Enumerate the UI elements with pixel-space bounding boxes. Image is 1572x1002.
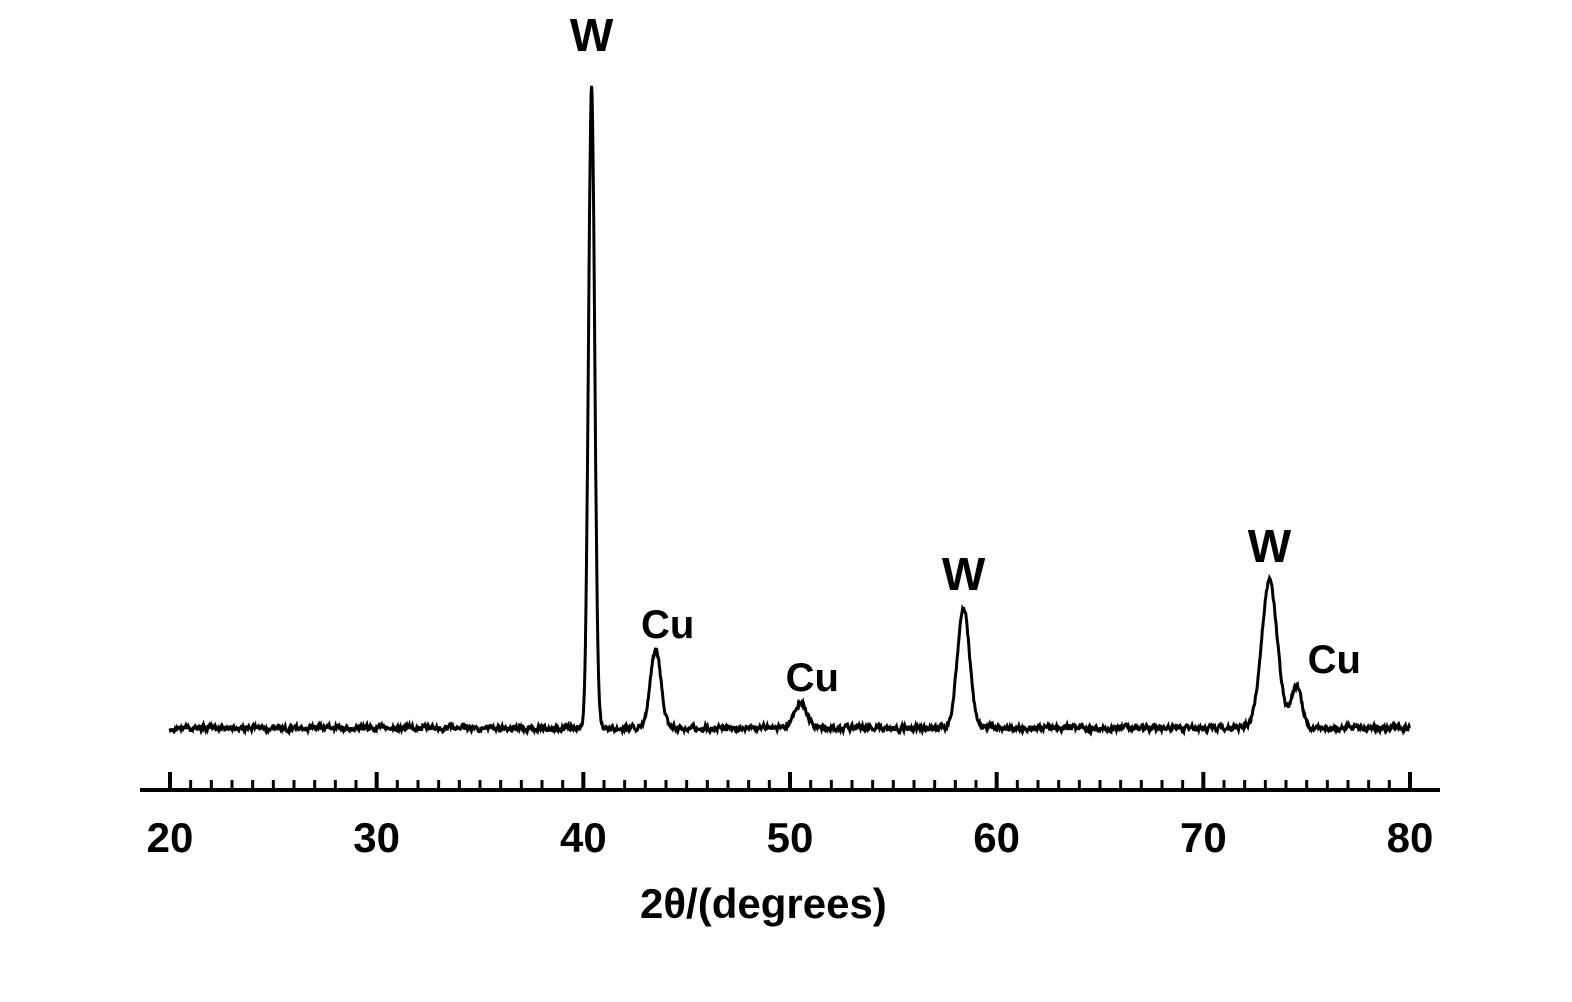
peak-label: Cu [786,656,839,701]
xrd-signal [170,86,1410,733]
xrd-chart: 20304050607080 2θ/(degrees) WCuCuWWCu [120,50,1470,930]
peak-label: Cu [1308,638,1361,683]
peak-label: W [570,8,613,62]
x-tick-label: 30 [353,814,400,862]
plot-area [120,50,1470,830]
x-tick-label: 50 [767,814,814,862]
x-tick-label: 40 [560,814,607,862]
x-tick-label: 20 [147,814,194,862]
x-tick-label: 60 [973,814,1020,862]
x-tick-label: 70 [1180,814,1227,862]
x-axis-label: 2θ/(degrees) [640,880,887,928]
peak-label: W [942,547,985,601]
x-tick-label: 80 [1387,814,1434,862]
xrd-svg [120,50,1470,830]
peak-label: Cu [641,603,694,648]
peak-label: W [1248,519,1291,573]
